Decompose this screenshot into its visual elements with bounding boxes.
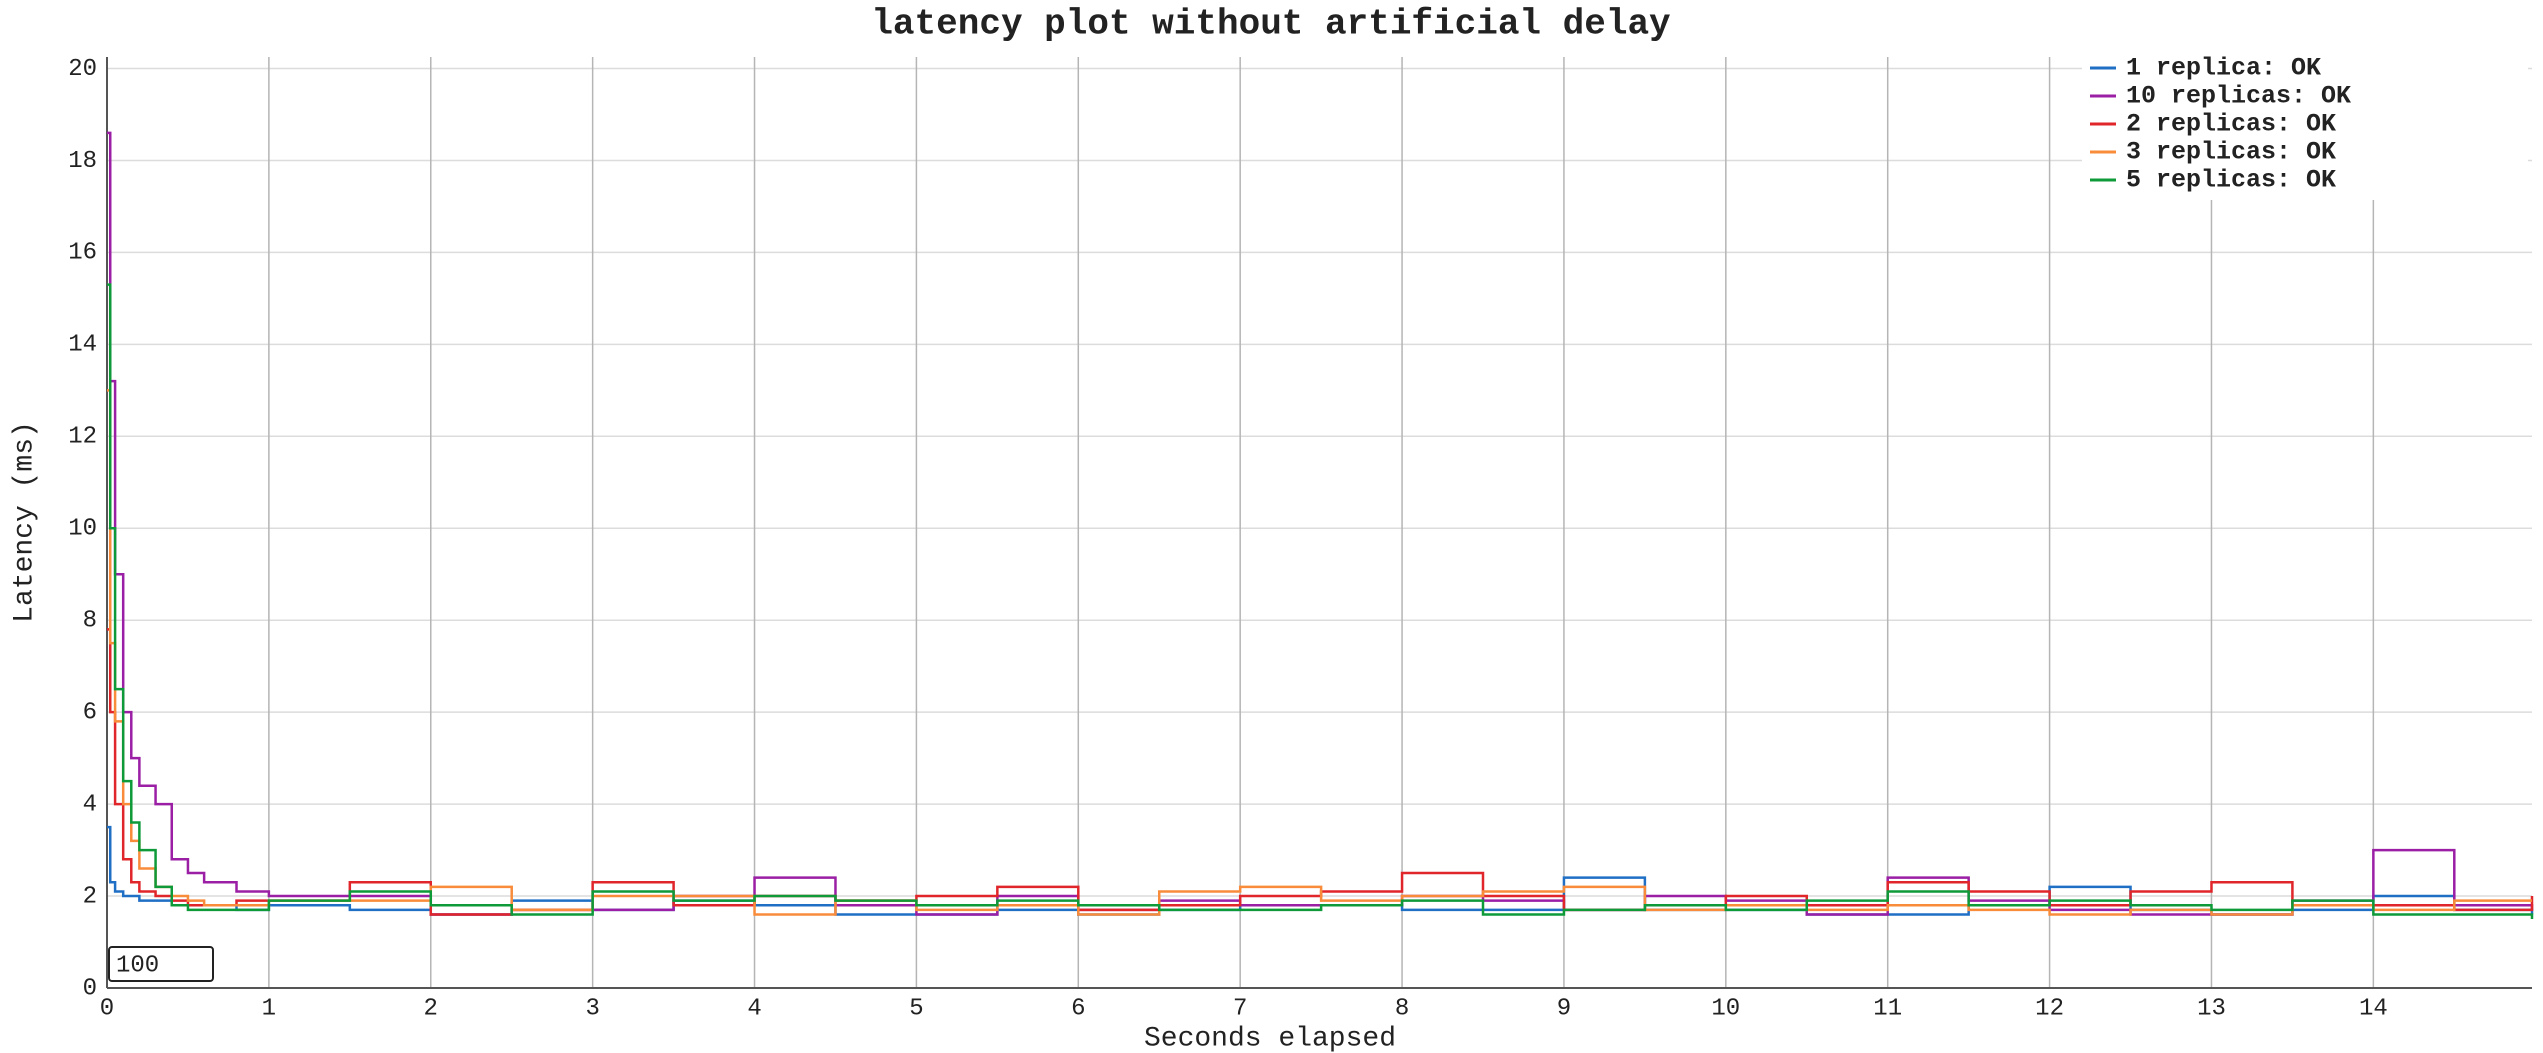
x-tick-label: 2 (424, 995, 438, 1022)
legend-label: 3 replicas: OK (2126, 138, 2336, 167)
y-tick-label: 8 (83, 608, 97, 635)
x-tick-label: 5 (909, 995, 923, 1022)
legend-label: 10 replicas: OK (2126, 82, 2351, 111)
x-tick-label: 12 (2035, 995, 2064, 1022)
y-tick-label: 6 (83, 699, 97, 726)
x-axis-label: Seconds elapsed (1144, 1023, 1396, 1053)
y-tick-label: 10 (68, 516, 97, 543)
x-tick-label: 13 (2197, 995, 2226, 1022)
y-tick-label: 2 (83, 883, 97, 910)
series-line (107, 131, 2534, 916)
legend-label: 1 replica: OK (2126, 54, 2321, 83)
x-tick-label: 6 (1071, 995, 1085, 1022)
x-tick-label: 4 (747, 995, 761, 1022)
y-tick-label: 20 (68, 56, 97, 83)
series-line (107, 389, 2532, 916)
window-input[interactable]: 100 (108, 946, 214, 982)
legend-background (2082, 52, 2528, 200)
y-tick-label: 4 (83, 791, 97, 818)
x-tick-label: 3 (585, 995, 599, 1022)
y-tick-label: 18 (68, 148, 97, 175)
chart-title: latency plot without artificial delay (871, 4, 1670, 45)
x-tick-label: 14 (2359, 995, 2388, 1022)
x-tick-label: 0 (100, 995, 114, 1022)
y-axis-label: Latency (ms) (9, 421, 40, 623)
y-tick-label: 16 (68, 240, 97, 267)
x-tick-label: 7 (1233, 995, 1247, 1022)
input-value: 100 (116, 952, 159, 979)
y-tick-label: 14 (68, 332, 97, 359)
x-tick-label: 1 (262, 995, 276, 1022)
x-tick-label: 11 (1873, 995, 1902, 1022)
y-tick-label: 0 (83, 975, 97, 1002)
legend-label: 5 replicas: OK (2126, 166, 2336, 195)
x-tick-label: 10 (1711, 995, 1740, 1022)
legend-label: 2 replicas: OK (2126, 110, 2336, 139)
x-tick-label: 9 (1557, 995, 1571, 1022)
series-line (107, 283, 2534, 920)
series-line (107, 628, 2534, 916)
series-line (107, 825, 2534, 916)
x-tick-label: 8 (1395, 995, 1409, 1022)
input-box (108, 946, 214, 982)
y-tick-label: 12 (68, 424, 97, 451)
